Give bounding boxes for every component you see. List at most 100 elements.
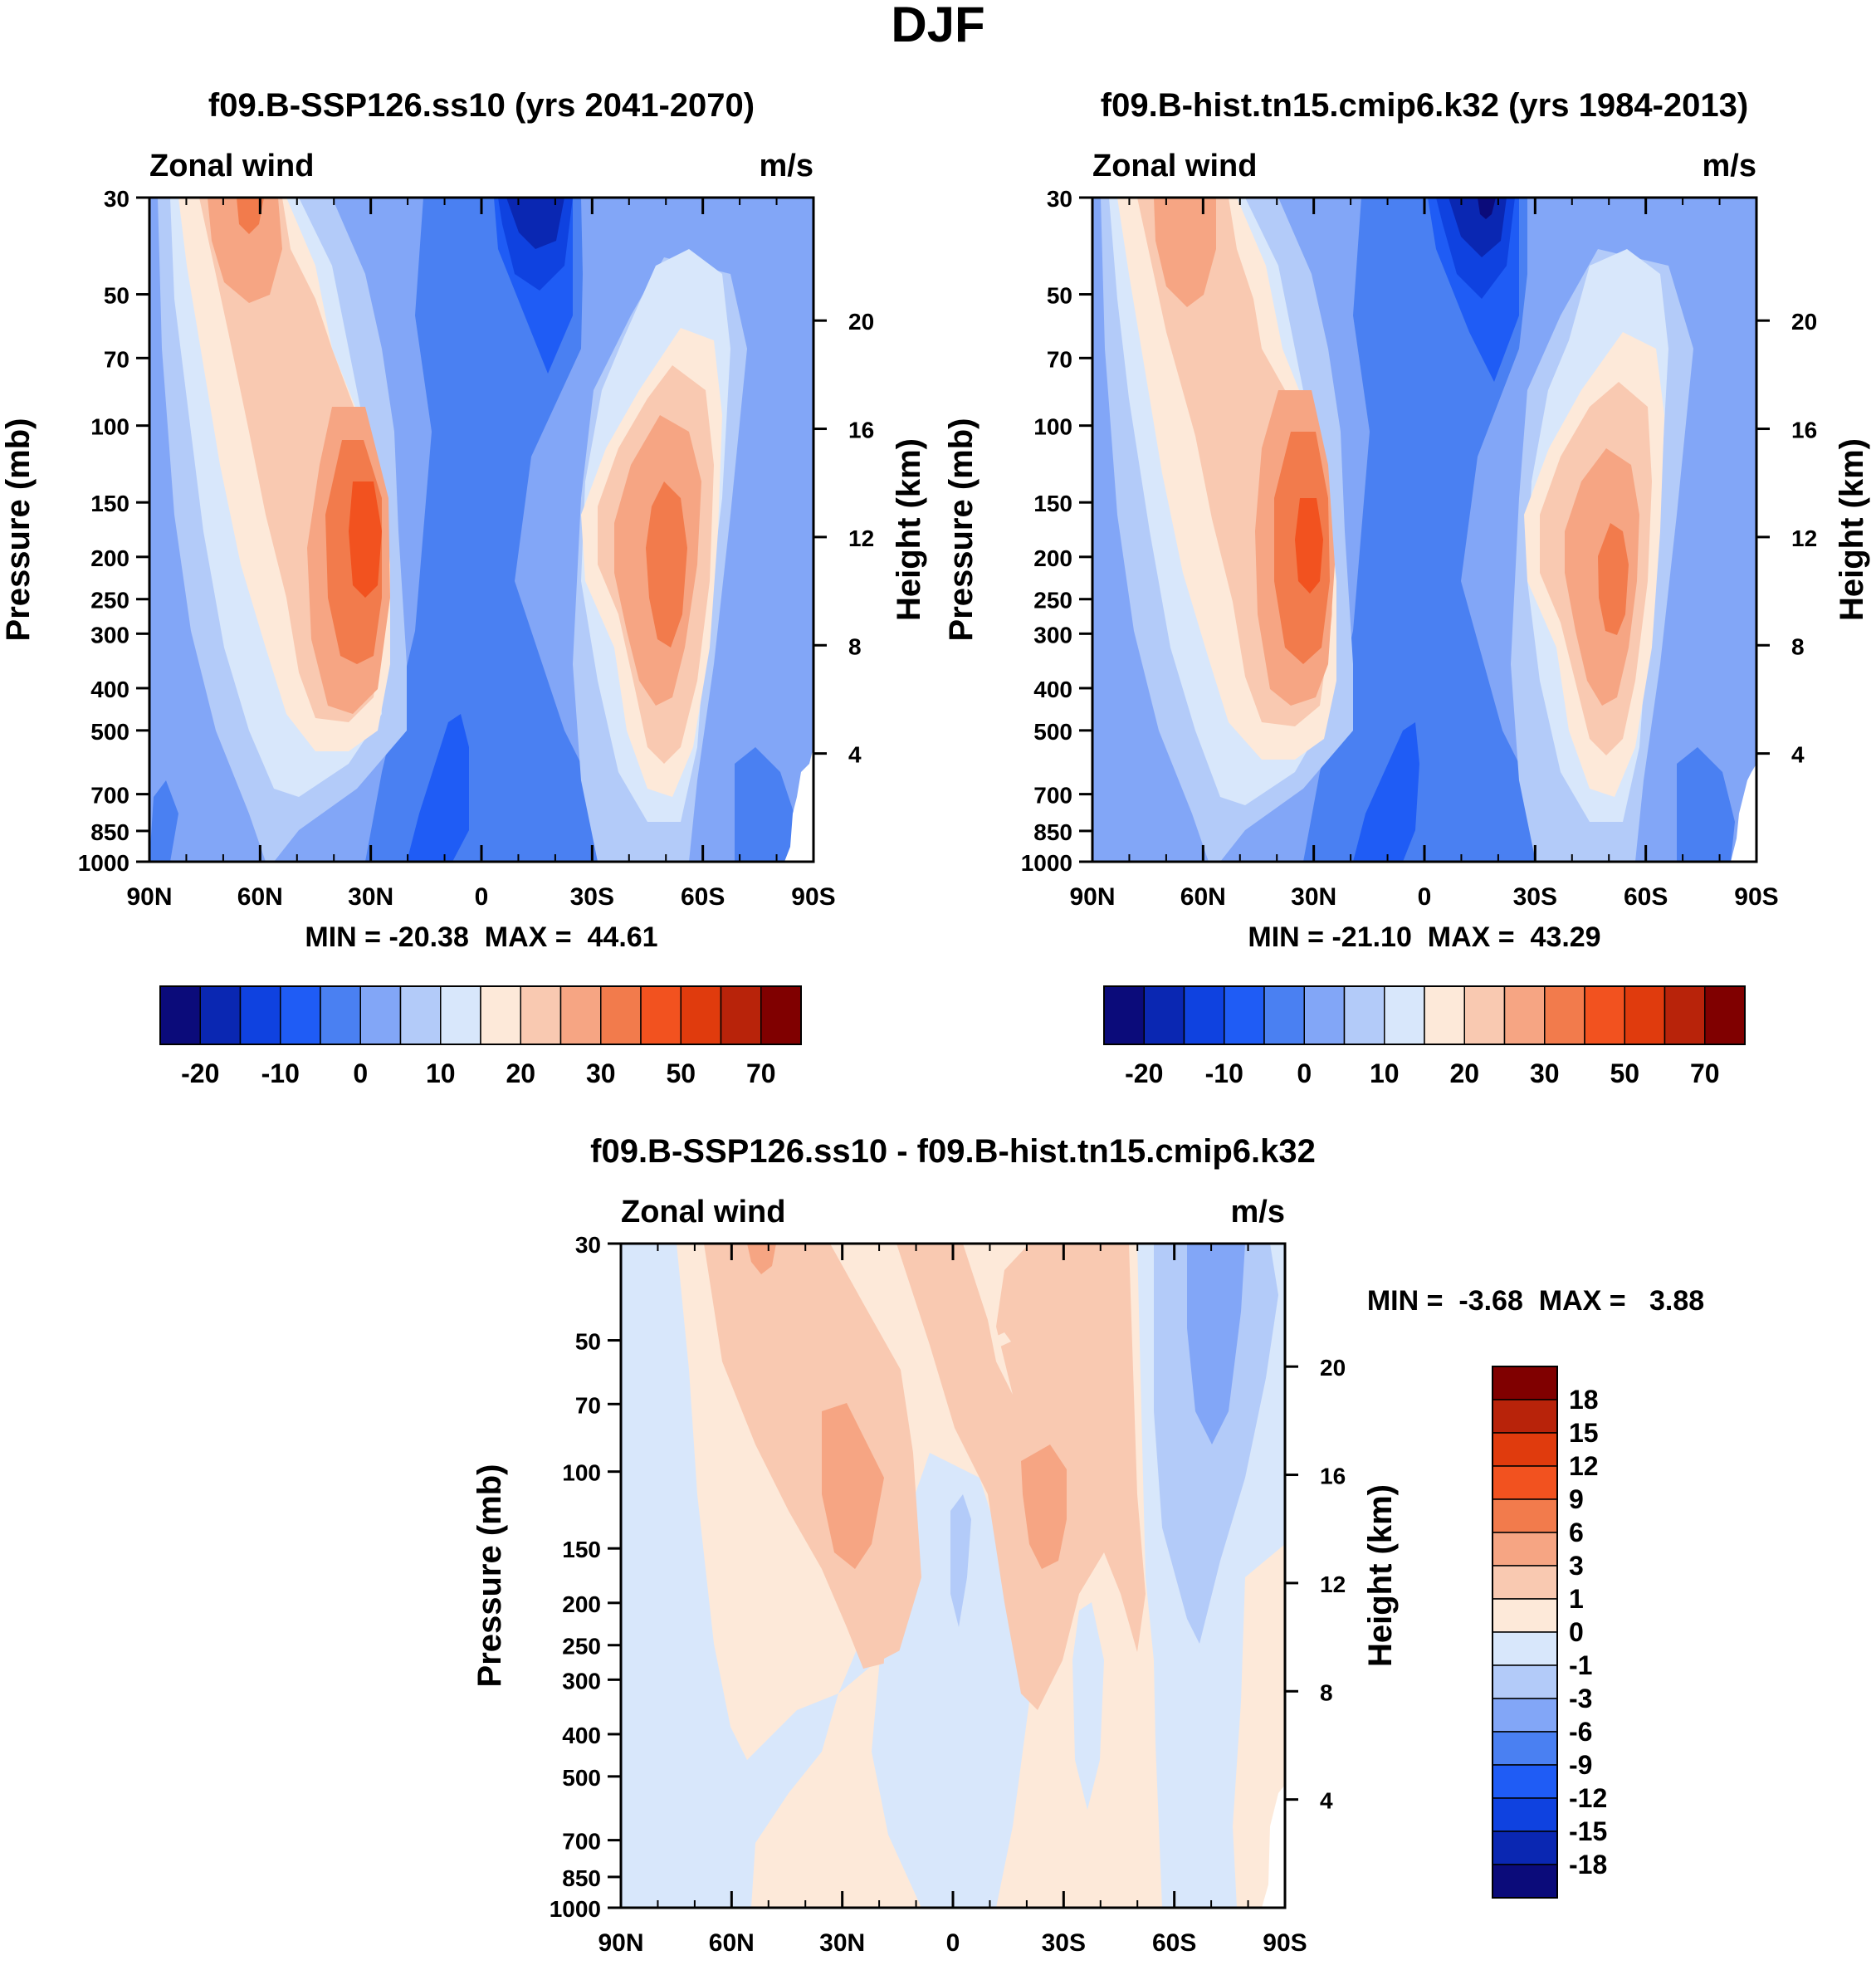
contour-fill: [1598, 523, 1629, 635]
colorbar-swatch: [480, 985, 521, 1045]
height-tick-label: 12: [848, 525, 874, 551]
colorbar-swatch: [1492, 1432, 1558, 1467]
colorbar-swatch: [1492, 1465, 1558, 1500]
colorbar-swatch: [1263, 985, 1305, 1045]
colorbar-swatch: [399, 985, 442, 1045]
height-tick-label: 4: [1320, 1788, 1333, 1814]
colorbar-label: 70: [746, 1058, 776, 1088]
height-tick-label: 8: [1320, 1679, 1333, 1705]
panel-historical: f09.B-hist.tn15.cmip6.k32 (yrs 1984-2013…: [943, 87, 1870, 953]
colorbar-label: 0: [1297, 1058, 1312, 1088]
contour-fill: [1677, 747, 1735, 862]
y-tick-label: 400: [1033, 677, 1072, 702]
x-tick-label: 30S: [1042, 1929, 1086, 1957]
x-tick-label: 30S: [570, 883, 614, 911]
y-tick-label: 70: [575, 1392, 601, 1418]
y-tick-label: 50: [1047, 283, 1072, 309]
panel-units-label: m/s: [1231, 1195, 1285, 1229]
colorbar-label: -10: [261, 1058, 300, 1088]
y-tick-label: 50: [575, 1329, 601, 1355]
colorbar-swatch: [1624, 985, 1666, 1045]
contour-fill: [1021, 1444, 1067, 1569]
colorbar-swatch: [1492, 1864, 1558, 1899]
colorbar-swatch: [1503, 985, 1546, 1045]
contour-fill: [1731, 764, 1756, 862]
colorbar-label: 30: [586, 1058, 616, 1088]
height-tick-label: 16: [1791, 418, 1817, 443]
x-tick-label: 30N: [819, 1929, 865, 1957]
y-tick-label: 1000: [550, 1896, 601, 1922]
colorbar-swatch: [559, 985, 602, 1045]
y-tick-label: 250: [562, 1634, 601, 1659]
y-tick-label: 700: [562, 1829, 601, 1855]
y-tick-label: 70: [1047, 346, 1072, 372]
colorbar-label: 70: [1690, 1058, 1720, 1088]
x-tick-label: 0: [946, 1929, 960, 1957]
contour-fill: [646, 481, 687, 648]
colorbar-label: 10: [1370, 1058, 1400, 1088]
colorbar-swatch: [1183, 985, 1225, 1045]
colorbar-label: -20: [181, 1058, 219, 1088]
y-tick-label: 100: [90, 414, 129, 440]
ylabel-height: Height (km): [891, 438, 927, 621]
contour-fill: [506, 198, 564, 249]
contour-fill: [784, 747, 813, 862]
y-tick-label: 300: [1033, 622, 1072, 648]
y-tick-label: 850: [562, 1865, 601, 1891]
contour-fill: [407, 714, 469, 862]
colorbar-swatch: [520, 985, 562, 1045]
x-tick-label: 90N: [598, 1929, 643, 1957]
x-tick-label: 0: [475, 883, 489, 911]
x-tick-label: 0: [1418, 883, 1432, 911]
height-tick-label: 20: [1791, 309, 1817, 335]
y-tick-label: 150: [90, 491, 129, 516]
figure-title: DJF: [891, 0, 984, 52]
colorbar-swatch: [1663, 985, 1706, 1045]
colorbar-label: -15: [1569, 1816, 1607, 1846]
colorbar-label: 18: [1569, 1385, 1599, 1415]
contour-fill: [1295, 498, 1323, 594]
contour-fill: [349, 481, 382, 598]
y-tick-label: 30: [575, 1232, 601, 1258]
contour-fill: [735, 747, 797, 862]
height-tick-label: 4: [1791, 742, 1805, 768]
y-tick-label: 100: [562, 1460, 601, 1486]
colorbar-swatch: [320, 985, 361, 1045]
contour-fill: [1072, 1602, 1104, 1810]
y-tick-label: 700: [1033, 783, 1072, 809]
contour-field: [621, 1244, 1285, 1908]
ylabel-pressure: Pressure (mb): [0, 418, 37, 642]
colorbar-label: 12: [1569, 1451, 1599, 1481]
colorbar-swatch: [1143, 985, 1185, 1045]
colorbar-swatch: [680, 985, 722, 1045]
colorbar-swatch: [1424, 985, 1465, 1045]
y-tick-label: 1000: [78, 850, 129, 876]
panel-units-label: m/s: [760, 149, 813, 183]
colorbar-swatch: [440, 985, 481, 1045]
contour-fill: [747, 1244, 776, 1274]
ylabel-height: Height (km): [1834, 438, 1870, 621]
contour-fill: [950, 1494, 971, 1627]
x-tick-label: 90S: [791, 883, 835, 911]
y-tick-label: 70: [104, 346, 129, 372]
x-tick-label: 60S: [1152, 1929, 1196, 1957]
colorbar-label: -1: [1569, 1650, 1592, 1680]
contour-fill: [1478, 198, 1496, 219]
colorbar-label: 20: [1449, 1058, 1479, 1088]
colorbar-swatch: [1492, 1797, 1558, 1832]
y-tick-label: 100: [1033, 414, 1072, 440]
colorbar-swatch: [1103, 985, 1145, 1045]
colorbar-label: 0: [353, 1058, 368, 1088]
panel-left-label: Zonal wind: [1092, 149, 1257, 183]
panel-title: f09.B-hist.tn15.cmip6.k32 (yrs 1984-2013…: [1101, 87, 1748, 124]
x-tick-label: 60S: [1624, 883, 1668, 911]
colorbar-swatch: [1492, 1532, 1558, 1567]
y-tick-label: 30: [1047, 186, 1072, 212]
colorbar-swatch: [1492, 1366, 1558, 1400]
colorbar-label: -6: [1569, 1717, 1592, 1747]
y-tick-label: 200: [1033, 545, 1072, 571]
y-tick-label: 500: [90, 719, 129, 745]
height-tick-label: 8: [848, 633, 862, 659]
y-tick-label: 300: [90, 622, 129, 648]
y-tick-label: 400: [90, 677, 129, 702]
